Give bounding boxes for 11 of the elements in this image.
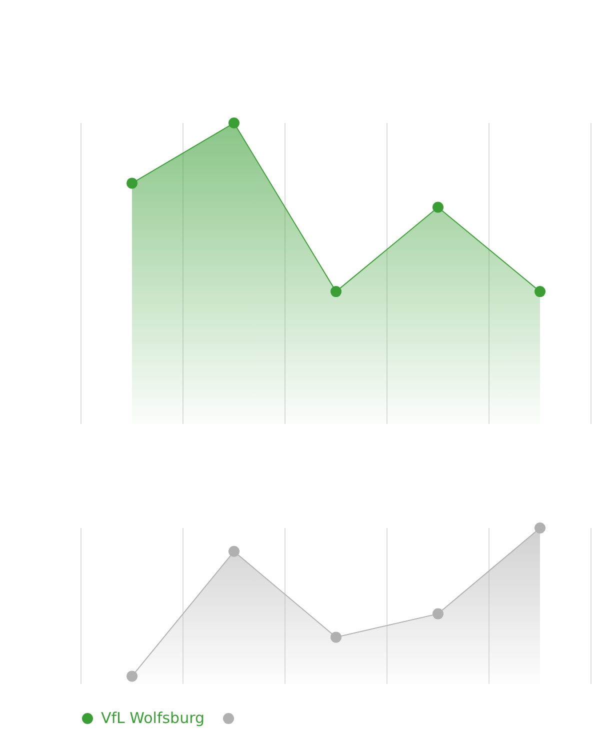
- point: [228, 118, 240, 128]
- point: [330, 286, 342, 298]
- point: [534, 286, 546, 298]
- point: [228, 546, 240, 557]
- point: [330, 632, 342, 643]
- point: [126, 178, 138, 189]
- point: [432, 608, 444, 620]
- point: [534, 522, 546, 534]
- point: [432, 202, 444, 213]
- point: [126, 670, 138, 682]
- legend-label: VfL Wolfsburg: [101, 709, 205, 727]
